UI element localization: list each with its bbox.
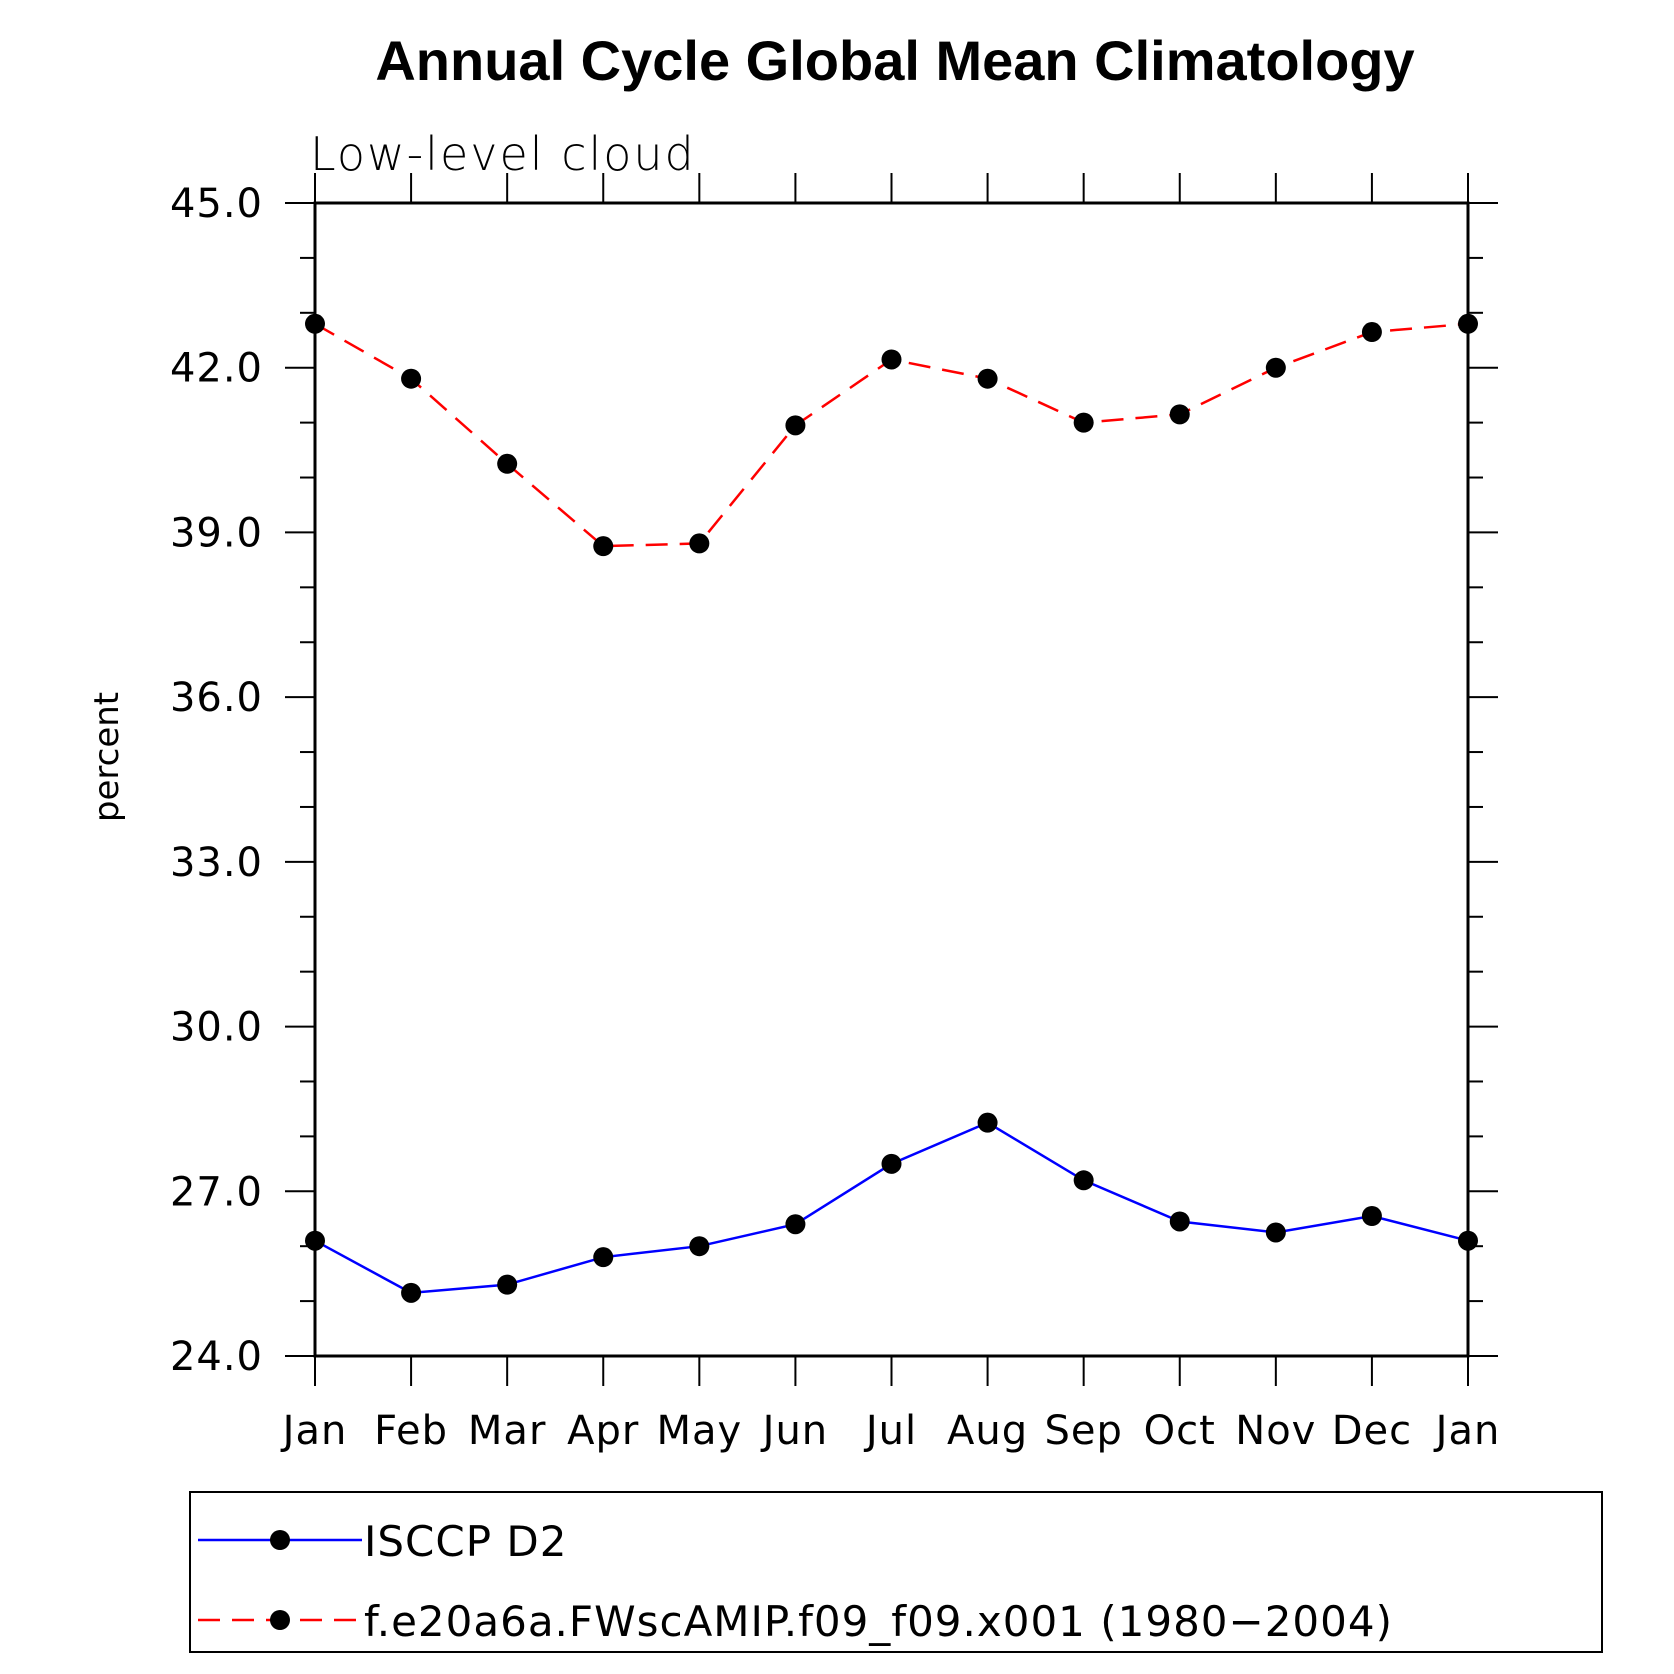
data-point [497, 1274, 518, 1295]
y-tick-label: 24.0 [170, 1334, 263, 1380]
data-point [977, 1112, 998, 1133]
data-point [593, 536, 614, 557]
data-point [977, 368, 998, 389]
data-point [785, 1214, 806, 1235]
plot-area: 24.0 27.0 30.0 33.0 36.0 39.0 42.0 45.0 Jan Feb Ma… [170, 173, 1501, 1454]
x-tick-label: Oct [1144, 1408, 1216, 1454]
data-point [593, 1247, 614, 1268]
chart-title: Annual Cycle Global Mean Climatology [375, 29, 1414, 92]
x-tick-label: Jul [863, 1408, 917, 1454]
series-line-0 [314, 1121, 1469, 1295]
data-point [1169, 1211, 1190, 1232]
data-point [881, 349, 902, 370]
x-tick-label: Apr [567, 1408, 639, 1454]
y-tick-label: 27.0 [170, 1169, 263, 1215]
data-point [1361, 1205, 1382, 1226]
data-point [1073, 1170, 1094, 1191]
data-point [401, 1282, 422, 1303]
data-point [401, 368, 422, 389]
legend: ISCCP D2 f.e20a6a.FWscAMIP.f09_f09.x001 (… [189, 1491, 1603, 1653]
y-tick-label: 30.0 [170, 1005, 263, 1051]
y-tick-label: 33.0 [170, 840, 263, 886]
legend-marker [270, 1530, 290, 1550]
data-point [1361, 322, 1382, 343]
x-tick-label: Aug [947, 1408, 1028, 1454]
data-point [305, 1230, 325, 1251]
data-point [1169, 404, 1190, 425]
y-tick-label: 36.0 [170, 675, 263, 721]
y-tick-label: 45.0 [170, 181, 263, 227]
x-tick-label: Nov [1235, 1408, 1316, 1454]
data-point [1458, 1230, 1478, 1251]
legend-label: ISCCP D2 [364, 1517, 567, 1566]
data-point [305, 313, 325, 334]
y-tick-label: 42.0 [170, 346, 263, 392]
legend-label: f.e20a6a.FWscAMIP.f09_f09.x001 (1980−200… [364, 1597, 1393, 1646]
plot-frame [313, 201, 1470, 1358]
legend-marker [270, 1610, 290, 1630]
data-point [785, 415, 806, 436]
data-point [689, 533, 710, 554]
x-tick-label: Jan [280, 1408, 348, 1454]
x-tick-label: Feb [374, 1408, 448, 1454]
data-point [881, 1153, 902, 1174]
data-point [1458, 313, 1478, 334]
data-point [1265, 357, 1286, 378]
y-tick-label: 39.0 [170, 510, 263, 556]
data-point [497, 453, 518, 474]
x-tick-label: Mar [468, 1408, 546, 1454]
data-point [1073, 412, 1094, 433]
legend-box [189, 1491, 1603, 1653]
chart-subtitle: Low-level cloud [310, 127, 696, 181]
x-tick-label: May [656, 1408, 742, 1454]
data-point [1265, 1222, 1286, 1243]
data-point [689, 1236, 710, 1257]
y-axis-label: percent [87, 692, 127, 822]
x-tick-label: Sep [1044, 1408, 1122, 1454]
x-tick-label: Dec [1332, 1408, 1412, 1454]
x-tick-label: Jun [760, 1408, 829, 1454]
x-tick-label: Jan [1433, 1408, 1501, 1454]
